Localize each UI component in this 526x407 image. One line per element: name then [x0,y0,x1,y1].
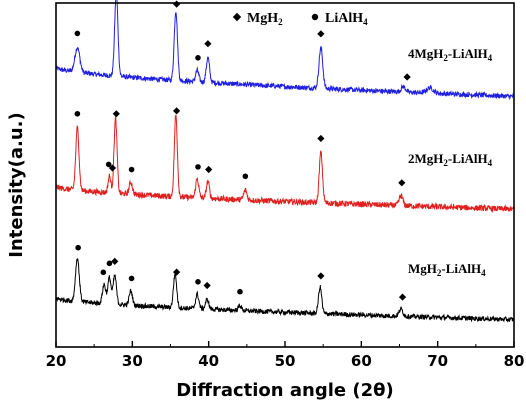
lialh4-peak-marker [74,30,81,37]
series-line-1 [55,0,515,101]
mgh2-peak-marker [173,107,181,115]
x-tick-label: 60 [351,352,372,370]
y-axis-label: Intensity(a.u.) [6,112,27,257]
mgh2-peak-marker [205,165,213,174]
lialh4-peak-marker [195,54,201,61]
mgh2-peak-marker [108,164,117,172]
lialh4-peak-marker [74,110,81,117]
mgh2-peak-marker [173,268,181,276]
series-layer [55,0,515,323]
lialh4-peak-marker [106,260,113,267]
lialh4-peak-marker [128,166,135,173]
series-label-1: 4MgH2-LiAlH4 [408,46,493,63]
mgh2-peak-marker [203,281,211,290]
series-label-3: MgH2-LiAlH4 [408,261,486,278]
mgh2-peak-marker [317,134,325,143]
lialh4-peak-marker [195,279,201,285]
x-tick-label: 70 [427,352,448,370]
lialh4-peak-marker [105,161,112,168]
marker-layer [74,0,411,301]
lialh4-peak-marker [128,275,135,282]
series-label-2: 2MgH2-LiAlH4 [408,151,493,168]
mgh2-peak-marker [112,110,120,118]
x-tick-label: 50 [275,352,296,370]
x-tick-label: 80 [504,352,525,370]
legend-label: MgH2 [247,11,283,27]
x-tick-label: 20 [46,352,67,370]
x-axis-ticks: 20 30 40 50 60 70 80 [46,341,525,370]
legend-label: LiAlH4 [325,11,368,27]
series-labels: 4MgH2-LiAlH4 2MgH2-LiAlH4 MgH2-LiAlH4 [408,46,493,278]
lialh4-peak-marker [75,244,81,251]
lialh4-peak-marker [195,164,201,170]
lialh4-peak-marker [100,269,107,276]
mgh2-peak-marker [317,30,325,38]
legend: MgH2 LiAlH4 [232,11,368,27]
mgh2-peak-marker [398,293,407,301]
mgh2-peak-marker [173,0,181,8]
lialh4-peak-marker [237,288,243,295]
series-line-3 [55,258,515,323]
x-tick-label: 40 [198,352,219,370]
mgh2-peak-marker [204,40,212,48]
legend-diamond-icon [232,12,242,22]
legend-dot-icon [311,13,319,21]
lialh4-peak-marker [242,173,249,180]
x-tick-label: 30 [122,352,143,370]
series-line-2 [55,114,515,214]
mgh2-peak-marker [317,272,325,280]
mgh2-peak-marker [398,179,406,187]
mgh2-peak-marker [111,257,119,265]
mgh2-peak-marker [403,73,411,81]
x-axis-label: Diffraction angle (2θ) [176,380,393,401]
